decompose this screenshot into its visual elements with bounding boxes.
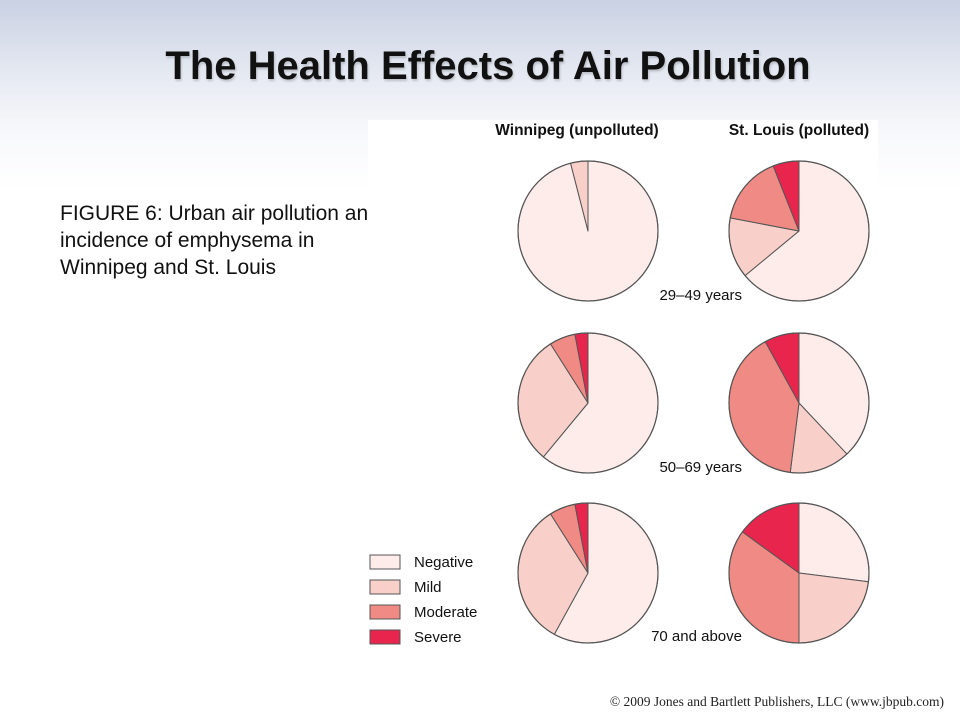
age-label-70-and-above: 70 and above [651, 628, 742, 645]
legend-swatch-severe [369, 629, 401, 645]
legend-label-moderate: Moderate [414, 604, 477, 621]
pie-st-louis-polluted-70-and-above [728, 502, 870, 644]
pie-slice-mild [798, 572, 869, 644]
legend-label-severe: Severe [414, 629, 462, 646]
figure-caption: FIGURE 6: Urban air pollution and incide… [60, 202, 380, 279]
pie-outline [728, 160, 870, 302]
legend: Negative Mild Moderate Severe [369, 554, 477, 646]
column-header-winnipeg: Winnipeg (unpolluted) [495, 122, 658, 139]
pie-outline [728, 332, 870, 474]
age-label-29-49: 29–49 years [659, 287, 742, 304]
legend-swatch-moderate [369, 604, 401, 620]
pie-slice-negative [798, 502, 870, 583]
pie-chart-svg: Winnipeg (unpolluted) St. Louis (pollute… [369, 122, 870, 646]
pie-winnipeg-unpolluted-70-and-above [517, 502, 659, 644]
pies-group [517, 160, 870, 644]
age-label-50-69: 50–69 years [659, 459, 742, 476]
pie-outline [728, 502, 870, 644]
pie-chart-figure: Winnipeg (unpolluted) St. Louis (pollute… [368, 120, 878, 660]
slide-title: The Health Effects of Air Pollution [165, 44, 811, 88]
pie-outline [517, 502, 659, 644]
legend-label-negative: Negative [414, 554, 473, 571]
legend-label-mild: Mild [414, 579, 442, 596]
copyright-notice: © 2009 Jones and Bartlett Publishers, LL… [609, 694, 944, 709]
pie-outline [517, 160, 659, 302]
pie-winnipeg-unpolluted-29-49-years [517, 160, 659, 302]
column-header-st-louis: St. Louis (polluted) [729, 122, 869, 139]
pie-winnipeg-unpolluted-50-69-years [517, 332, 659, 474]
pie-st-louis-polluted-50-69-years [728, 332, 870, 474]
pie-outline [517, 332, 659, 474]
legend-swatch-mild [369, 579, 401, 595]
legend-swatch-negative [369, 554, 401, 570]
pie-st-louis-polluted-29-49-years [728, 160, 870, 302]
